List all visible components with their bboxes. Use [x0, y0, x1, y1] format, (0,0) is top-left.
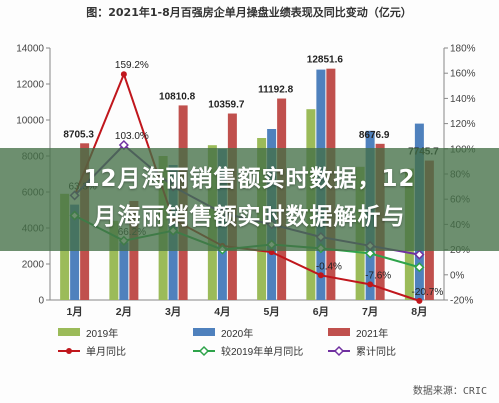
y-right-tick-label: 0% [450, 270, 465, 281]
line-value-label: 159.2% [115, 60, 149, 71]
line-value-label: -0.4% [316, 261, 342, 272]
x-tick-label: 7月 [362, 306, 378, 318]
bar-value-label: 8705.3 [63, 129, 94, 140]
bar-0 [109, 220, 119, 300]
y-left-tick-label: 2000 [22, 260, 45, 271]
bar-1 [119, 242, 129, 300]
banner-text: 12月海丽销售额实时数据，12 月海丽销售额实时数据解析与 [0, 160, 499, 236]
legend-label: 2020年 [221, 327, 253, 340]
y-left-tick-label: 12000 [16, 80, 44, 91]
line-point [367, 281, 374, 288]
bar-value-label: 10810.8 [159, 91, 196, 102]
bar-value-label: 11192.8 [258, 85, 293, 96]
bar-1 [70, 204, 80, 300]
y-left-tick-label: 0 [38, 296, 44, 307]
banner-line-2: 月海丽销售额实时数据解析与 [93, 204, 406, 230]
line-point [414, 262, 425, 273]
legend-label: 单月同比 [86, 346, 126, 358]
legend-swatch [193, 328, 215, 336]
line-point [365, 248, 376, 259]
legend-swatch [328, 328, 350, 336]
legend-marker [333, 345, 345, 357]
banner-line-1: 12月海丽销售额实时数据，12 [83, 166, 416, 192]
legend-label: 较2019年单月同比 [221, 345, 303, 358]
banner-overlay [0, 148, 499, 251]
legend-swatch [58, 328, 80, 336]
chart-title: 图：2021年1-8月百强房企单月操盘业绩表现及同比变动（亿元） [86, 5, 412, 19]
line-point [120, 71, 127, 78]
line-point [414, 249, 425, 260]
legend-label: 2019年 [86, 327, 118, 340]
x-tick-label: 1月 [66, 306, 82, 318]
line-value-label: -7.6% [365, 270, 391, 281]
line-value-label: -20.7% [412, 287, 444, 298]
y-right-tick-label: 120% [450, 119, 476, 130]
y-right-tick-label: -20% [450, 296, 473, 307]
line-point [317, 272, 324, 279]
source-watermark: 数据来源：CRIC [412, 386, 487, 397]
x-tick-label: 5月 [263, 306, 279, 318]
y-right-tick-label: 140% [450, 94, 476, 105]
y-right-tick-label: 180% [450, 44, 476, 55]
bar-value-label: 12851.6 [307, 55, 344, 66]
x-tick-label: 4月 [214, 306, 230, 318]
legend-marker [66, 348, 72, 354]
y-left-tick-label: 10000 [16, 116, 44, 127]
x-tick-label: 8月 [411, 306, 427, 318]
line-point [416, 297, 423, 304]
y-right-tick-label: 160% [450, 69, 476, 80]
legend-label: 2021年 [356, 327, 388, 340]
line-value-label: 103.0% [115, 131, 149, 142]
x-tick-label: 6月 [313, 306, 329, 318]
bar-value-label: 10359.7 [208, 100, 245, 111]
bar-value-label: 8676.9 [359, 130, 390, 141]
legend-marker [198, 345, 210, 357]
legend-label: 累计同比 [356, 345, 396, 358]
x-tick-label: 3月 [165, 306, 181, 318]
y-left-tick-label: 14000 [16, 44, 44, 55]
x-tick-label: 2月 [116, 306, 132, 318]
